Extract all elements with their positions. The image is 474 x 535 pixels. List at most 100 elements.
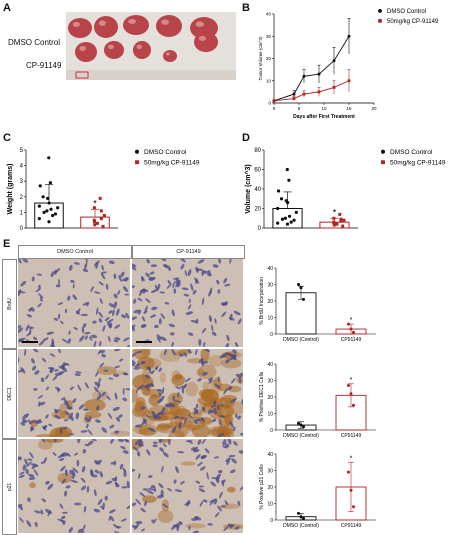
cell-nucleus bbox=[25, 324, 30, 332]
dab-stain bbox=[138, 424, 158, 436]
cell-nucleus bbox=[135, 498, 141, 505]
cell-nucleus bbox=[204, 349, 210, 353]
cell-nucleus bbox=[80, 313, 89, 317]
data-point bbox=[339, 219, 343, 223]
cell-nucleus bbox=[197, 439, 202, 445]
cell-nucleus bbox=[88, 416, 92, 422]
data-point bbox=[302, 425, 305, 429]
cell-nucleus bbox=[84, 443, 89, 447]
cell-nucleus bbox=[208, 315, 213, 323]
data-point bbox=[37, 217, 41, 221]
cell-nucleus bbox=[201, 416, 205, 423]
data-point bbox=[332, 223, 336, 227]
cell-nucleus bbox=[227, 439, 232, 445]
row-label-p21: p21 bbox=[2, 439, 17, 535]
cell-nucleus bbox=[154, 365, 159, 371]
cell-nucleus bbox=[198, 338, 202, 347]
cell-nucleus bbox=[187, 349, 192, 354]
cell-nucleus bbox=[64, 490, 68, 497]
cell-nucleus bbox=[80, 430, 88, 433]
cell-nucleus bbox=[60, 465, 66, 472]
cell-nucleus bbox=[192, 530, 199, 533]
cell-nucleus bbox=[113, 460, 117, 466]
cell-nucleus bbox=[167, 280, 171, 285]
cell-nucleus bbox=[51, 338, 55, 345]
col-header-treated: CP-91149 bbox=[132, 245, 245, 259]
cell-nucleus bbox=[93, 489, 97, 497]
cell-nucleus bbox=[54, 268, 61, 274]
cell-nucleus bbox=[124, 293, 130, 296]
y-tick-label: 0 bbox=[268, 101, 271, 106]
data-point bbox=[285, 222, 290, 226]
tissue-background bbox=[132, 439, 243, 533]
cell-nucleus bbox=[75, 412, 80, 420]
cell-nucleus bbox=[99, 298, 103, 304]
cell-nucleus bbox=[167, 265, 172, 271]
cell-nucleus bbox=[106, 395, 111, 401]
cell-nucleus bbox=[74, 373, 81, 377]
y-tick-label: 0 bbox=[270, 518, 273, 524]
dab-stain bbox=[203, 402, 213, 407]
y-tick-label: 4 bbox=[20, 164, 24, 170]
y-tick-label: 10 bbox=[266, 78, 272, 83]
cell-nucleus bbox=[158, 392, 162, 398]
cell-nucleus bbox=[208, 290, 212, 297]
cell-nucleus bbox=[81, 466, 86, 473]
dab-stain bbox=[197, 364, 217, 380]
cell-nucleus bbox=[22, 259, 28, 263]
cell-nucleus bbox=[100, 271, 108, 274]
cell-nucleus bbox=[24, 458, 28, 465]
cell-nucleus bbox=[159, 291, 165, 294]
cell-nucleus bbox=[89, 336, 93, 341]
cell-nucleus bbox=[223, 525, 229, 532]
cell-nucleus bbox=[177, 391, 180, 398]
y-axis-label: % Positive p21 Cells bbox=[259, 464, 265, 510]
y-tick-label: 80 bbox=[254, 148, 261, 154]
cell-nucleus bbox=[95, 371, 99, 377]
cell-nucleus bbox=[207, 409, 211, 415]
cell-nucleus bbox=[93, 291, 101, 294]
data-point bbox=[99, 209, 103, 213]
cell-nucleus bbox=[18, 503, 23, 508]
cell-nucleus bbox=[31, 276, 35, 282]
cell-nucleus bbox=[121, 277, 129, 282]
cell-nucleus bbox=[73, 262, 80, 265]
cell-nucleus bbox=[110, 461, 115, 465]
cell-nucleus bbox=[28, 307, 33, 312]
cell-nucleus bbox=[151, 306, 158, 311]
cell-nucleus bbox=[140, 405, 146, 410]
cell-nucleus bbox=[158, 482, 164, 489]
cell-nucleus bbox=[168, 323, 176, 328]
significance-marker: * bbox=[350, 317, 353, 324]
cell-nucleus bbox=[64, 410, 70, 416]
data-point bbox=[342, 218, 346, 222]
cell-nucleus bbox=[172, 524, 180, 528]
cell-nucleus bbox=[233, 426, 236, 432]
dab-stain bbox=[214, 404, 235, 419]
cell-nucleus bbox=[156, 388, 163, 392]
cell-nucleus bbox=[140, 507, 146, 513]
y-tick-label: 30 bbox=[267, 282, 273, 288]
cell-nucleus bbox=[120, 445, 126, 450]
cell-nucleus bbox=[117, 290, 121, 296]
cell-nucleus bbox=[154, 324, 159, 329]
cell-nucleus bbox=[120, 271, 125, 278]
micrograph-p21-treated bbox=[132, 439, 243, 533]
cell-nucleus bbox=[220, 505, 227, 508]
cell-nucleus bbox=[132, 468, 136, 473]
y-tick-label: 0 bbox=[258, 226, 262, 232]
cell-nucleus bbox=[57, 302, 64, 306]
cell-nucleus bbox=[219, 403, 225, 407]
data-point bbox=[99, 217, 103, 221]
dab-stain bbox=[170, 392, 182, 405]
cell-nucleus bbox=[36, 273, 42, 276]
cell-nucleus bbox=[200, 455, 207, 459]
cell-nucleus bbox=[175, 466, 179, 474]
cell-nucleus bbox=[108, 260, 115, 265]
cell-nucleus bbox=[163, 264, 168, 269]
data-point bbox=[92, 218, 96, 222]
cell-nucleus bbox=[45, 480, 50, 485]
data-point bbox=[347, 322, 350, 326]
cell-nucleus bbox=[77, 439, 81, 444]
cell-nucleus bbox=[43, 457, 47, 463]
